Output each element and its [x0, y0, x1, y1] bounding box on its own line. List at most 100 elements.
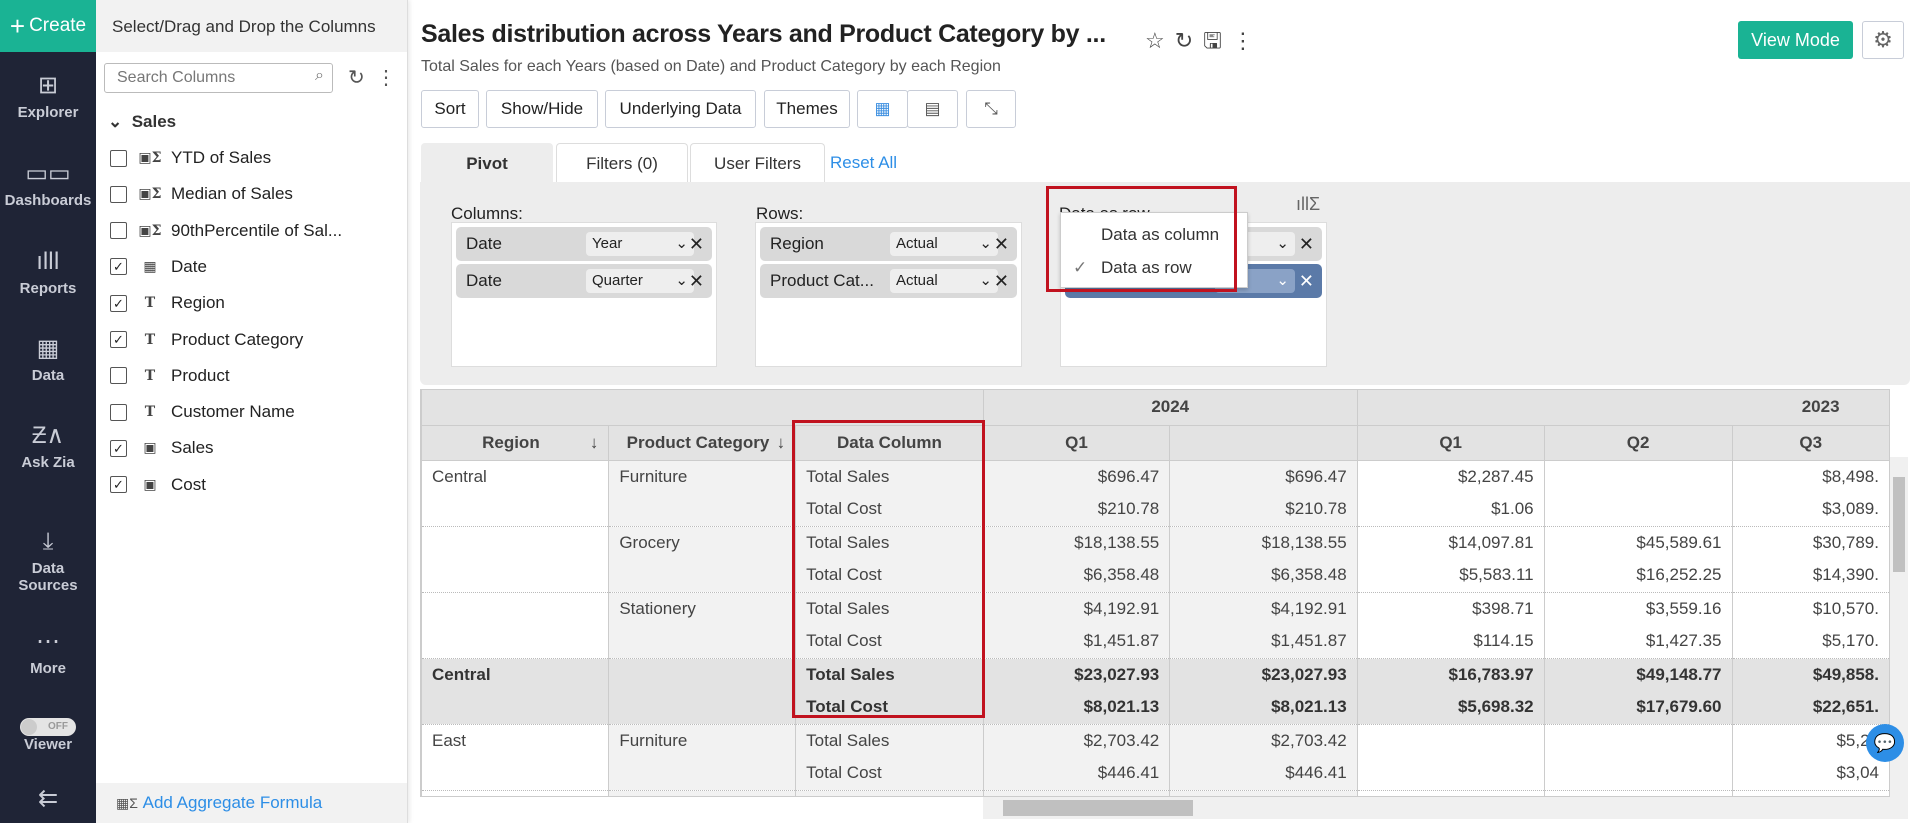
field-item[interactable]: ✓ ▦ Date [110, 252, 207, 282]
function-select[interactable]: Year ⌄ [586, 232, 694, 256]
menu-item-data-as-column[interactable]: Data as column [1101, 225, 1220, 244]
view-mode-button[interactable]: View Mode [1738, 21, 1853, 59]
checkbox[interactable]: ✓ [110, 258, 127, 276]
value-cell: $1.06 [1356, 493, 1545, 527]
field-item[interactable]: ▣Σ 90thPercentile of Sal... [110, 216, 342, 246]
field-item[interactable]: ✓ T Region [110, 288, 225, 318]
row-chip[interactable]: Product Cat... Actual ⌄ ✕ [760, 264, 1017, 298]
chat-icon[interactable]: 💬 [1866, 724, 1904, 762]
save-icon[interactable]: 🖫 [1203, 28, 1232, 53]
more-icon: ⋯ [36, 628, 60, 655]
underlying-data-button[interactable]: Underlying Data [605, 90, 756, 128]
field-item[interactable]: ✓ ▣ Sales [110, 433, 214, 463]
value-cell: $8,021.13 [982, 691, 1170, 725]
function-select[interactable]: Quarter ⌄ [586, 269, 694, 293]
sort-arrow-icon[interactable]: ↓ [776, 432, 786, 452]
aggregate-chart-icon[interactable]: ıllΣ [1296, 194, 1321, 214]
checkbox[interactable]: ✓ [110, 331, 127, 348]
tab-filters[interactable]: Filters (0) [556, 143, 688, 183]
region-cell [421, 493, 609, 527]
remove-icon[interactable]: ✕ [1298, 233, 1314, 254]
region-cell [421, 691, 609, 725]
field-item[interactable]: T Product [110, 361, 230, 391]
field-item[interactable]: ✓ ▣ Cost [110, 470, 206, 500]
field-item[interactable]: ✓ T Product Category [110, 325, 303, 355]
reset-all-link[interactable]: Reset All [830, 153, 898, 172]
add-aggregate-formula-link[interactable]: ▦Σ Add Aggregate Formula [96, 783, 407, 823]
checkbox[interactable] [110, 403, 127, 421]
more-options-icon[interactable]: ⋮ [376, 67, 396, 89]
nav-dashboards[interactable]: ▭▭ Dashboards [0, 160, 96, 209]
function-select[interactable]: Actual ⌄ [890, 232, 998, 256]
pivot-table: 2024 2023 ↓ Region ↓ Product Category Data Col… [420, 389, 1890, 797]
nav-data[interactable]: ▦ Data [0, 335, 96, 384]
sort-button[interactable]: Sort [421, 90, 479, 128]
columns-panel: Select/Drag and Drop the Columns Search … [96, 0, 408, 823]
value-cell: $5,583.11 [1356, 559, 1545, 593]
remove-icon[interactable]: ✕ [993, 270, 1009, 291]
checkbox[interactable]: ✓ [110, 476, 127, 494]
menu-item-data-as-row[interactable]: Data as row [1101, 258, 1192, 277]
refresh-icon[interactable]: ↻ [1174, 28, 1204, 53]
search-columns-input[interactable]: Search Columns ⌕ [104, 63, 333, 93]
field-item[interactable]: ▣Σ Median of Sales [110, 179, 293, 209]
tab-pivot[interactable]: Pivot [421, 143, 553, 183]
table-view-icon[interactable]: ▦ [857, 90, 908, 128]
sort-arrow-icon[interactable]: ↓ [589, 432, 599, 452]
themes-button[interactable]: Themes [764, 90, 850, 128]
aggregate-field-icon: ▣Σ [138, 222, 162, 239]
column-chip[interactable]: Date Year ⌄ ✕ [456, 227, 712, 261]
collapse-menu-icon[interactable]: ⇇ [37, 785, 59, 812]
nav-data-sources[interactable]: ⤓ Data Sources [0, 528, 96, 594]
refresh-icon[interactable]: ↻ [348, 67, 365, 89]
rows-dropzone[interactable]: Region Actual ⌄ ✕ Product Cat... Actual ⌄ ✕ [755, 222, 1022, 367]
row-chip[interactable]: Region Actual ⌄ ✕ [760, 227, 1017, 261]
column-header[interactable]: ↓ Product Category [608, 425, 796, 461]
function-select[interactable]: Actual ⌄ [890, 269, 998, 293]
region-cell [421, 526, 609, 559]
checkbox[interactable] [110, 367, 127, 385]
remove-icon[interactable]: ✕ [1298, 270, 1314, 291]
value-cell: $6,358.48 [982, 559, 1170, 593]
table-row: Total Cost $8,021.13 $8,021.13 $5,698.32 $17… [421, 691, 1889, 725]
checkbox[interactable]: ✓ [110, 439, 127, 457]
vertical-scrollbar[interactable] [1890, 457, 1908, 797]
collapse-icon[interactable]: ⤡ [966, 90, 1016, 128]
field-item[interactable]: T Customer Name [110, 397, 295, 427]
viewer-toggle[interactable]: OFF Viewer [0, 716, 96, 753]
nav-ask-zia[interactable]: Ƶ∧ Ask Zia [0, 422, 96, 471]
group-sales[interactable]: ⌄ Sales [108, 112, 177, 131]
checkbox[interactable] [110, 149, 127, 167]
settings-gear-icon[interactable]: ⚙ [1862, 21, 1904, 59]
remove-icon[interactable]: ✕ [688, 233, 704, 254]
remove-icon[interactable]: ✕ [993, 233, 1009, 254]
show-hide-button[interactable]: Show/Hide [486, 90, 598, 128]
remove-icon[interactable]: ✕ [688, 270, 704, 291]
checkbox[interactable] [110, 222, 127, 240]
measure-field-icon: ▣ [143, 440, 157, 457]
data-mode-menu: Data as column ✓ Data as row [1060, 212, 1248, 288]
checkbox[interactable] [110, 185, 127, 203]
nav-more[interactable]: ⋯ More [0, 628, 96, 677]
zia-icon: Ƶ∧ [31, 422, 65, 449]
horizontal-scrollbar[interactable] [983, 797, 1908, 819]
reports-icon: ıllǀ [36, 248, 60, 275]
more-options-icon[interactable]: ⋮ [1231, 28, 1264, 53]
table-totals-icon[interactable]: ▤ [907, 90, 958, 128]
measure-cell: Total Sales [795, 658, 984, 691]
column-header[interactable]: ↓ Region [421, 425, 609, 461]
star-icon[interactable]: ☆ [1145, 28, 1175, 53]
tab-user-filters[interactable]: User Filters [690, 143, 825, 183]
create-button[interactable]: + Create [0, 0, 96, 52]
data-icon: ▦ [36, 335, 60, 362]
field-item[interactable]: ▣Σ YTD of Sales [110, 143, 271, 173]
value-cell: $696.47 [1169, 460, 1358, 493]
value-cell: $1,451.87 [1169, 625, 1358, 659]
column-chip[interactable]: Date Quarter ⌄ ✕ [456, 264, 712, 298]
columns-dropzone[interactable]: Date Year ⌄ ✕ Date Quarter ⌄ ✕ [451, 222, 717, 367]
nav-explorer[interactable]: ⊞ Explorer [0, 72, 96, 121]
column-header [1169, 425, 1358, 461]
nav-reports[interactable]: ıllǀ Reports [0, 248, 96, 297]
checkbox[interactable]: ✓ [110, 294, 127, 312]
